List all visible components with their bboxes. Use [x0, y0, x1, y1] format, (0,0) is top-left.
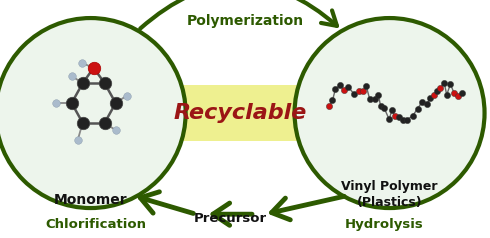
- Text: Monomer: Monomer: [54, 193, 127, 207]
- FancyArrowPatch shape: [271, 196, 344, 220]
- FancyArrowPatch shape: [140, 0, 337, 29]
- Text: Recyclable: Recyclable: [173, 103, 307, 123]
- Text: Precursor: Precursor: [194, 212, 267, 225]
- Text: Chlorification: Chlorification: [45, 218, 146, 231]
- Text: Polymerization: Polymerization: [186, 14, 304, 28]
- FancyArrowPatch shape: [213, 203, 252, 225]
- Ellipse shape: [294, 18, 485, 208]
- Text: Hydrolysis: Hydrolysis: [345, 218, 424, 231]
- FancyArrowPatch shape: [140, 192, 194, 213]
- Text: Vinyl Polymer
(Plastics): Vinyl Polymer (Plastics): [342, 179, 438, 208]
- FancyBboxPatch shape: [157, 85, 323, 141]
- Ellipse shape: [0, 18, 186, 208]
